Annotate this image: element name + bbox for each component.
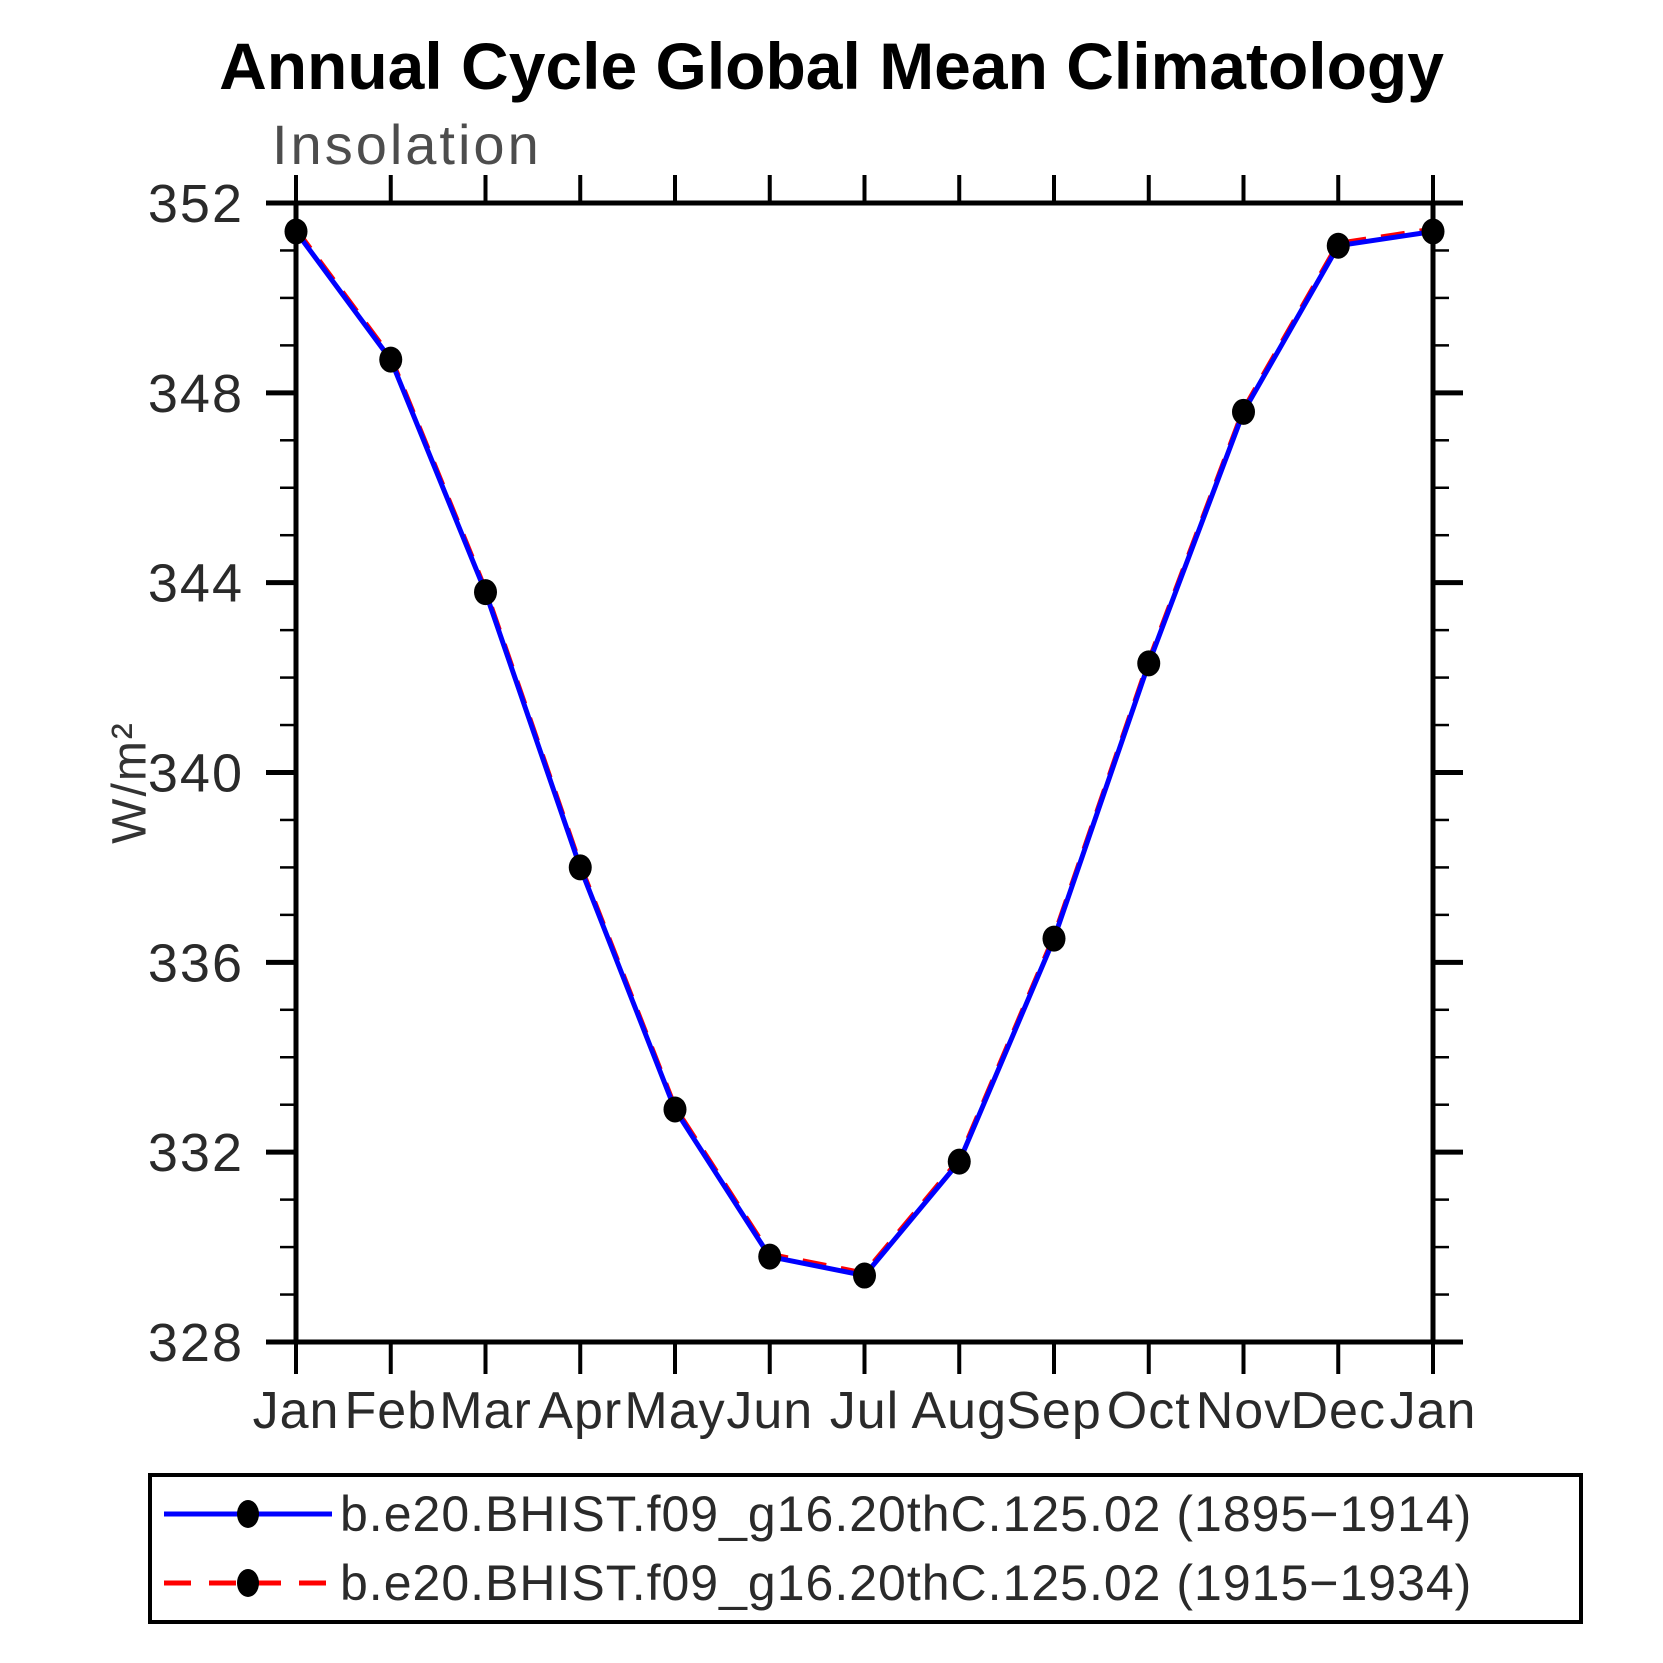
x-axis-tick-label: Sep xyxy=(1006,1382,1102,1440)
y-axis-tick-label: 328 xyxy=(148,1313,244,1373)
x-axis-tick-label: Apr xyxy=(538,1382,622,1440)
data-point-marker xyxy=(1137,650,1161,677)
x-axis-tick-label: Nov xyxy=(1196,1382,1291,1440)
series-line-1895-1914 xyxy=(293,229,1434,1279)
x-axis-tick-label: Mar xyxy=(439,1382,532,1440)
legend-marker-icon xyxy=(237,1569,259,1597)
y-axis-tick-label: 352 xyxy=(148,174,244,234)
data-point-marker xyxy=(758,1243,782,1270)
data-point-marker xyxy=(947,1148,971,1175)
data-point-marker xyxy=(1421,218,1445,245)
x-axis-tick-label: Jan xyxy=(1390,1382,1477,1440)
x-axis-tick-label: Jun xyxy=(726,1382,813,1440)
legend-line-sample xyxy=(164,1569,332,1597)
y-axis-tick-label: 332 xyxy=(148,1123,244,1183)
x-axis-tick-label: Feb xyxy=(344,1382,437,1440)
data-point-marker xyxy=(1326,232,1350,259)
x-axis-tick-label: Aug xyxy=(911,1382,1007,1440)
data-point-marker xyxy=(853,1262,876,1289)
series-line-1915-1934 xyxy=(293,226,1434,1276)
legend-row: b.e20.BHIST.f09_g16.20thC.125.02 (1915−1… xyxy=(160,1551,1579,1615)
data-point-marker xyxy=(1042,925,1066,952)
y-axis-tick-label: 344 xyxy=(148,554,244,614)
legend-row: b.e20.BHIST.f09_g16.20thC.125.02 (1895−1… xyxy=(160,1482,1579,1546)
data-point-marker xyxy=(284,218,308,245)
legend-line-sample xyxy=(164,1500,332,1528)
legend-marker-icon xyxy=(237,1500,259,1528)
data-point-marker xyxy=(379,346,403,373)
y-axis-tick-label: 348 xyxy=(148,364,244,424)
data-point-marker xyxy=(663,1096,687,1123)
chart-subtitle: Insolation xyxy=(272,113,542,176)
legend-label: b.e20.BHIST.f09_g16.20thC.125.02 (1895−1… xyxy=(340,1486,1473,1542)
chart-title: Annual Cycle Global Mean Climatology xyxy=(219,29,1444,103)
legend: b.e20.BHIST.f09_g16.20thC.125.02 (1895−1… xyxy=(148,1473,1583,1624)
data-point-marker xyxy=(474,579,497,606)
y-axis-tick-label: 336 xyxy=(148,933,244,993)
x-axis-tick-label: Oct xyxy=(1107,1382,1191,1440)
y-axis-tick-label: 340 xyxy=(148,744,244,804)
x-axis-tick-label: Jul xyxy=(830,1382,899,1440)
data-point-marker xyxy=(568,854,592,881)
x-axis-tick-label: Jan xyxy=(253,1382,340,1440)
x-axis-tick-label: May xyxy=(624,1382,725,1440)
legend-label: b.e20.BHIST.f09_g16.20thC.125.02 (1915−1… xyxy=(340,1555,1473,1611)
x-axis-tick-label: Dec xyxy=(1291,1382,1386,1440)
data-point-marker xyxy=(1232,398,1255,425)
